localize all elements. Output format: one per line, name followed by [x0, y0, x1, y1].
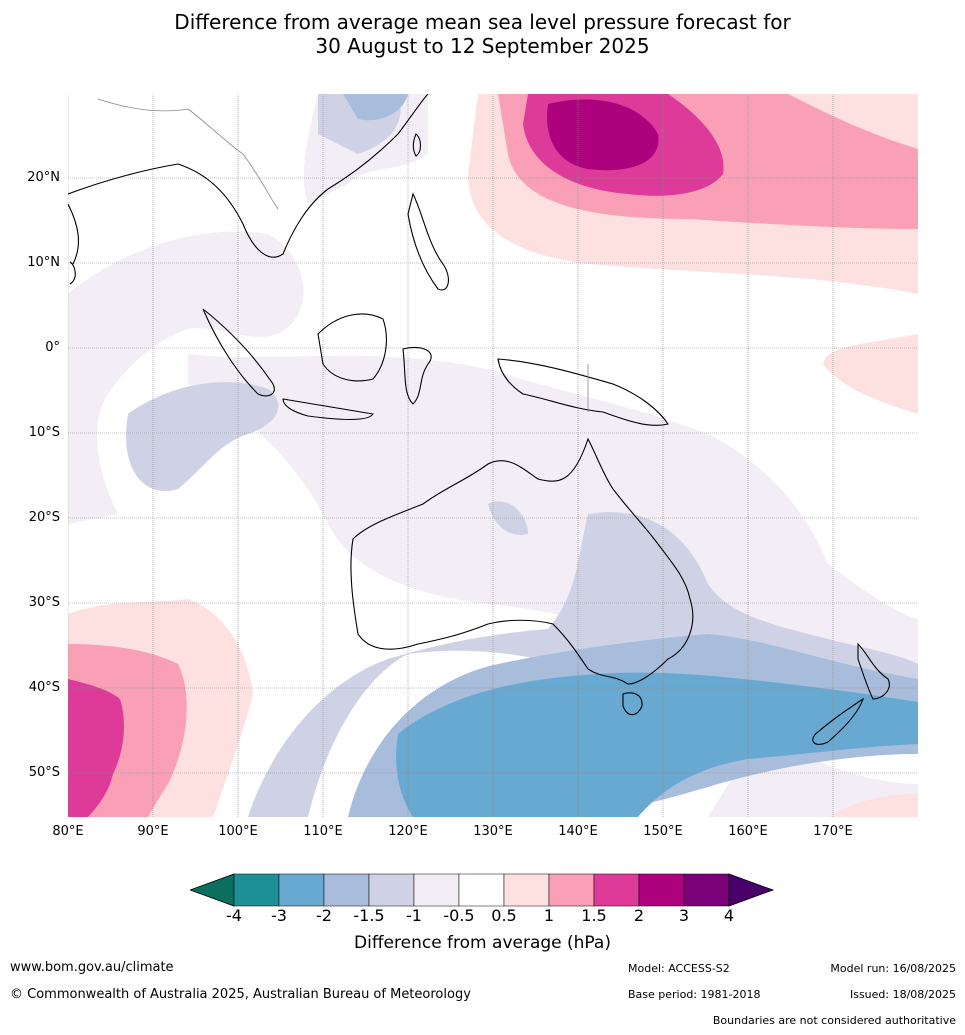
colorbar-tick-p15: 1.5 [581, 906, 607, 925]
title-line-2: 30 August to 12 September 2025 [315, 34, 650, 58]
new-zealand-north-coast [857, 642, 890, 700]
lon-label-150e: 150°E [643, 824, 683, 839]
chart-title: Difference from average mean sea level p… [0, 10, 965, 58]
colorbar-tick-m15: -1.5 [353, 906, 385, 925]
lon-label-80e: 80°E [52, 824, 84, 839]
colorbar-bin-m15-m1 [368, 873, 415, 907]
colorbar-label: Difference from average (hPa) [354, 933, 611, 953]
india-coast [68, 203, 79, 265]
colorbar-extend-high [728, 873, 775, 907]
tasmania-coast [622, 692, 643, 716]
colorbar [190, 873, 775, 907]
philippines-coast [407, 192, 449, 291]
asia-mainland-coast [68, 94, 429, 258]
colorbar-tick-p2: 2 [633, 906, 645, 925]
copyright-text: © Commonwealth of Australia 2025, Austra… [10, 987, 471, 1002]
lon-label-110e: 110°E [303, 824, 343, 839]
lat-label-40s: 40°S [28, 680, 60, 695]
lon-label-130e: 130°E [473, 824, 513, 839]
colorbar-tick-m3: -3 [271, 906, 287, 925]
lat-label-10n: 10°N [27, 255, 60, 270]
colorbar-tick-p4: 4 [723, 906, 735, 925]
lon-label-170e: 170°E [813, 824, 853, 839]
colorbar-tick-m4: -4 [226, 906, 242, 925]
model-run-date: Model run: 16/08/2025 [830, 962, 956, 975]
colorbar-bin-p2-3 [638, 873, 685, 907]
anomaly-fill-p2-3 [547, 99, 659, 171]
colorbar-tick-p3: 3 [678, 906, 690, 925]
lat-label-10s: 10°S [28, 425, 60, 440]
lon-label-160e: 160°E [728, 824, 768, 839]
colorbar-bin-neutral [458, 873, 505, 907]
lat-label-20n: 20°N [27, 170, 60, 185]
lon-label-90e: 90°E [137, 824, 169, 839]
sri-lanka-coast [69, 261, 76, 285]
pressure-anomaly-map [68, 94, 918, 817]
lat-label-0: 0° [45, 340, 60, 355]
colorbar-bin-m2-m15 [323, 873, 370, 907]
colorbar-tick-m2: -2 [316, 906, 332, 925]
colorbar-tick-m05: -0.5 [443, 906, 475, 925]
colorbar-tick-m1: -1 [406, 906, 422, 925]
title-line-1: Difference from average mean sea level p… [174, 10, 791, 34]
anomaly-fill-m3-m2 [396, 672, 918, 817]
lat-label-20s: 20°S [28, 510, 60, 525]
sumatra-coast [202, 308, 275, 397]
colorbar-bin-p1-15 [548, 873, 595, 907]
java-coast [282, 398, 374, 420]
new-zealand-south-coast [812, 697, 865, 745]
boundaries-disclaimer: Boundaries are not considered authoritat… [712, 1014, 956, 1027]
taiwan-coast [412, 133, 422, 157]
colorbar-bin-m3-m2 [278, 873, 325, 907]
lon-label-120e: 120°E [388, 824, 428, 839]
colorbar-bin-p3-4 [683, 873, 730, 907]
colorbar-bin-p15-2 [593, 873, 640, 907]
sulawesi-coast [402, 346, 432, 405]
lat-label-50s: 50°S [28, 765, 60, 780]
lat-label-30s: 30°S [28, 595, 60, 610]
coastlines [68, 94, 890, 745]
national-boundaries [97, 98, 589, 412]
colorbar-bin-m1-m05 [413, 873, 460, 907]
model-name: Model: ACCESS-S2 [628, 962, 730, 975]
colorbar-tick-p05: 0.5 [491, 906, 517, 925]
borneo-coast [317, 313, 387, 382]
colorbar-bin-p05-1 [503, 873, 550, 907]
issued-date: Issued: 18/08/2025 [849, 988, 956, 1001]
australia-coast [350, 437, 694, 685]
website-link[interactable]: www.bom.gov.au/climate [10, 960, 174, 975]
colorbar-tick-p1: 1 [543, 906, 555, 925]
base-period: Base period: 1981-2018 [628, 988, 761, 1001]
lon-label-100e: 100°E [218, 824, 258, 839]
colorbar-bin-m4-m3 [233, 873, 280, 907]
lon-label-140e: 140°E [558, 824, 598, 839]
colorbar-extend-low [190, 873, 235, 907]
